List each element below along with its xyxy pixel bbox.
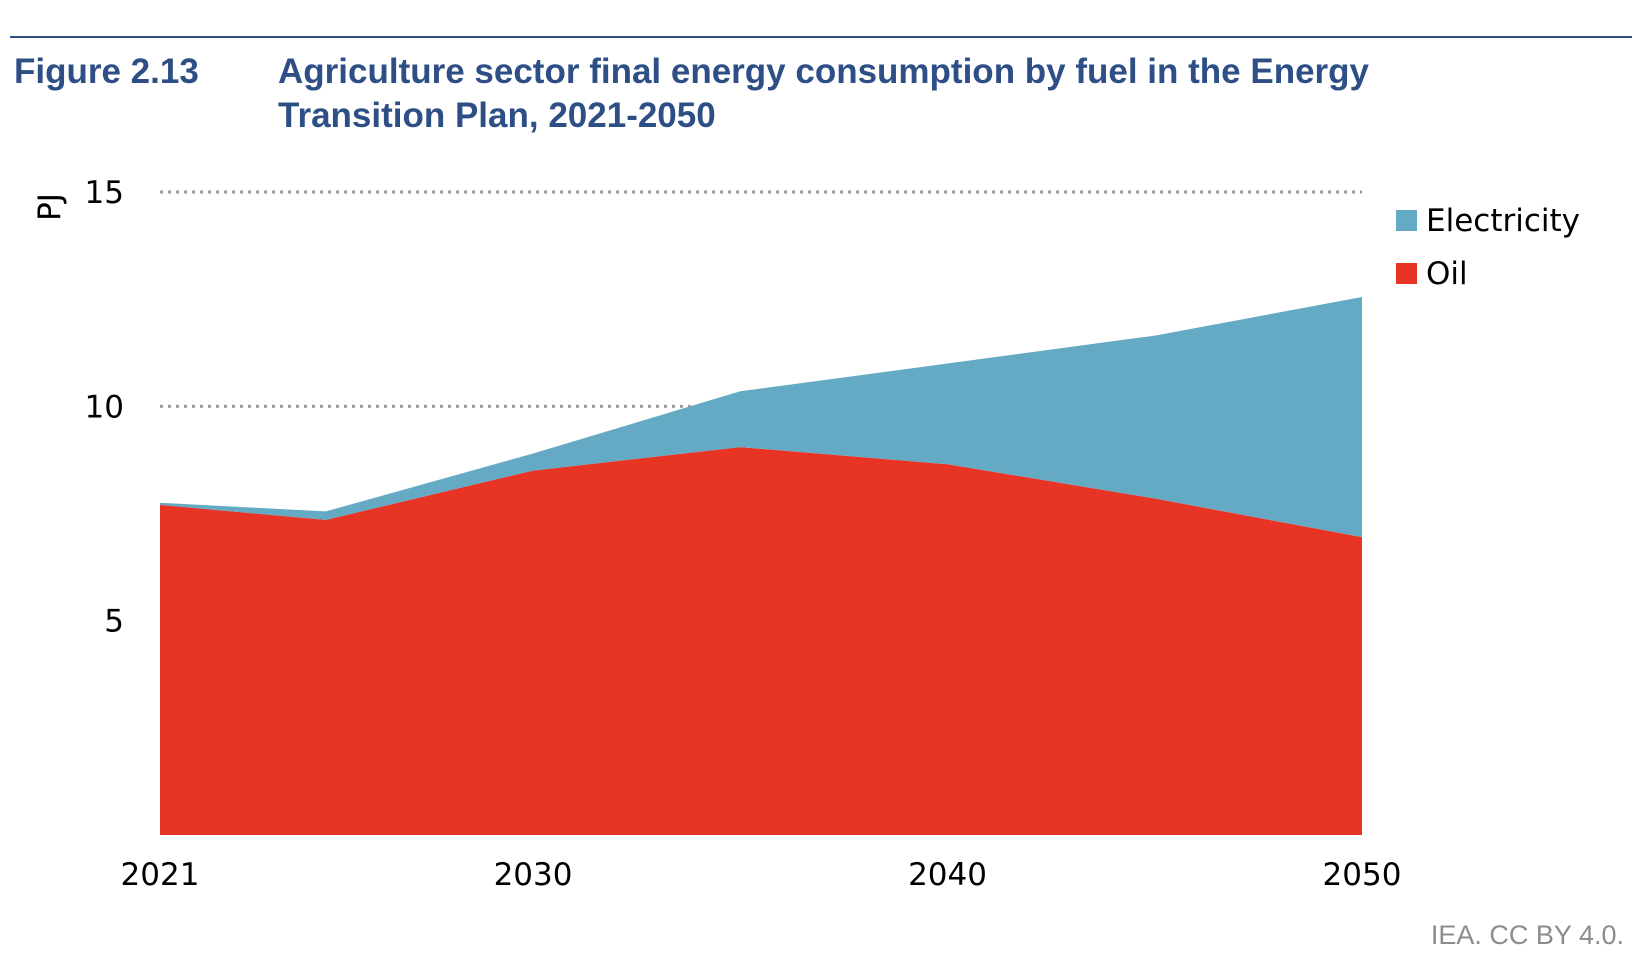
- y-tick-label-5: 5: [104, 604, 124, 640]
- y-tick-label-10: 10: [85, 389, 124, 425]
- x-tick-label-2040: 2040: [908, 857, 987, 893]
- legend-label-electricity: Electricity: [1426, 203, 1580, 239]
- y-axis-unit-label: PJ: [32, 193, 68, 221]
- y-tick-label-15: 15: [85, 175, 124, 211]
- legend-swatch-oil: [1396, 263, 1417, 284]
- x-tick-label-2030: 2030: [494, 857, 573, 893]
- legend-label-oil: Oil: [1426, 256, 1468, 292]
- area-oil: [160, 447, 1362, 835]
- legend-swatch-electricity: [1396, 210, 1417, 231]
- x-tick-label-2021: 2021: [121, 857, 200, 893]
- source-credit: IEA. CC BY 4.0.: [1430, 920, 1624, 950]
- axis-layer: 5 10 15 2021 2030 2040 2050 PJ: [32, 175, 1401, 893]
- legend-layer: Electricity Oil: [1396, 203, 1580, 292]
- x-tick-label-2050: 2050: [1323, 857, 1402, 893]
- figure-title: Agriculture sector final energy consumpt…: [278, 52, 1370, 135]
- area-electricity: [160, 297, 1362, 538]
- top-rule: [10, 36, 1632, 38]
- area-layer: [160, 297, 1362, 835]
- figure-label: Figure 2.13: [14, 52, 199, 91]
